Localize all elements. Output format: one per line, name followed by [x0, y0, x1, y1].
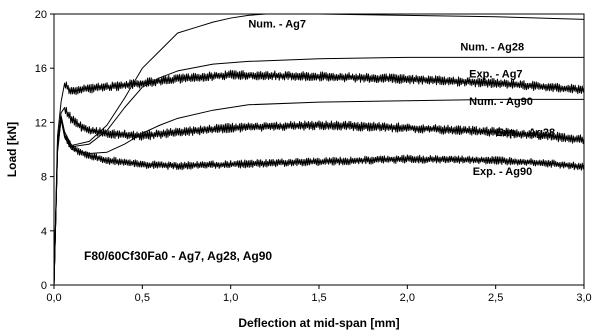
- label-num-ag7: Num. - Ag7: [248, 19, 306, 31]
- y-tick-label: 20: [35, 9, 47, 21]
- curve-exp-ag90: [53, 119, 585, 286]
- y-axis-title: Load [kN]: [5, 122, 19, 177]
- plot-area: [53, 13, 585, 286]
- specimen-annotation: F80/60Cf30Fa0 - Ag7, Ag28, Ag90: [84, 249, 272, 263]
- label-exp-ag90: Exp. - Ag90: [473, 166, 533, 178]
- y-tick-label: 12: [35, 117, 47, 129]
- x-tick-label: 1,0: [223, 292, 238, 304]
- series-labels: Num. - Ag7 Num. - Ag28 Exp. - Ag7 Num. - Ag…: [248, 19, 555, 179]
- y-tick-label: 0: [41, 280, 47, 292]
- x-tick-label: 3,0: [576, 292, 591, 304]
- x-tick-label: 1,5: [311, 292, 326, 304]
- x-tick-label: 2,5: [488, 292, 503, 304]
- label-exp-ag7: Exp. - Ag7: [469, 69, 522, 81]
- y-axis: 0 4 8 12 16 20: [35, 9, 54, 292]
- label-num-ag90: Num. - Ag90: [469, 96, 533, 108]
- y-tick-label: 8: [41, 172, 47, 184]
- y-tick-label: 4: [41, 226, 47, 238]
- x-axis-title: Deflection at mid-span [mm]: [238, 316, 399, 330]
- curve-num-ag7: [53, 13, 585, 286]
- x-tick-label: 0,5: [135, 292, 150, 304]
- curve-exp-ag28: [53, 106, 585, 286]
- x-axis: 0,0 0,5 1,0 1,5 2,0 2,5 3,0: [46, 285, 592, 304]
- x-tick-label: 0,0: [46, 292, 61, 304]
- y-tick-label: 16: [35, 63, 47, 75]
- plot-frame: [53, 13, 585, 286]
- label-exp-ag28: Exp. - Ag28: [496, 127, 555, 139]
- x-tick-label: 2,0: [400, 292, 415, 304]
- label-num-ag28: Num. - Ag28: [460, 42, 524, 54]
- curves-group: [53, 13, 585, 286]
- curve-exp-ag7: [53, 69, 585, 286]
